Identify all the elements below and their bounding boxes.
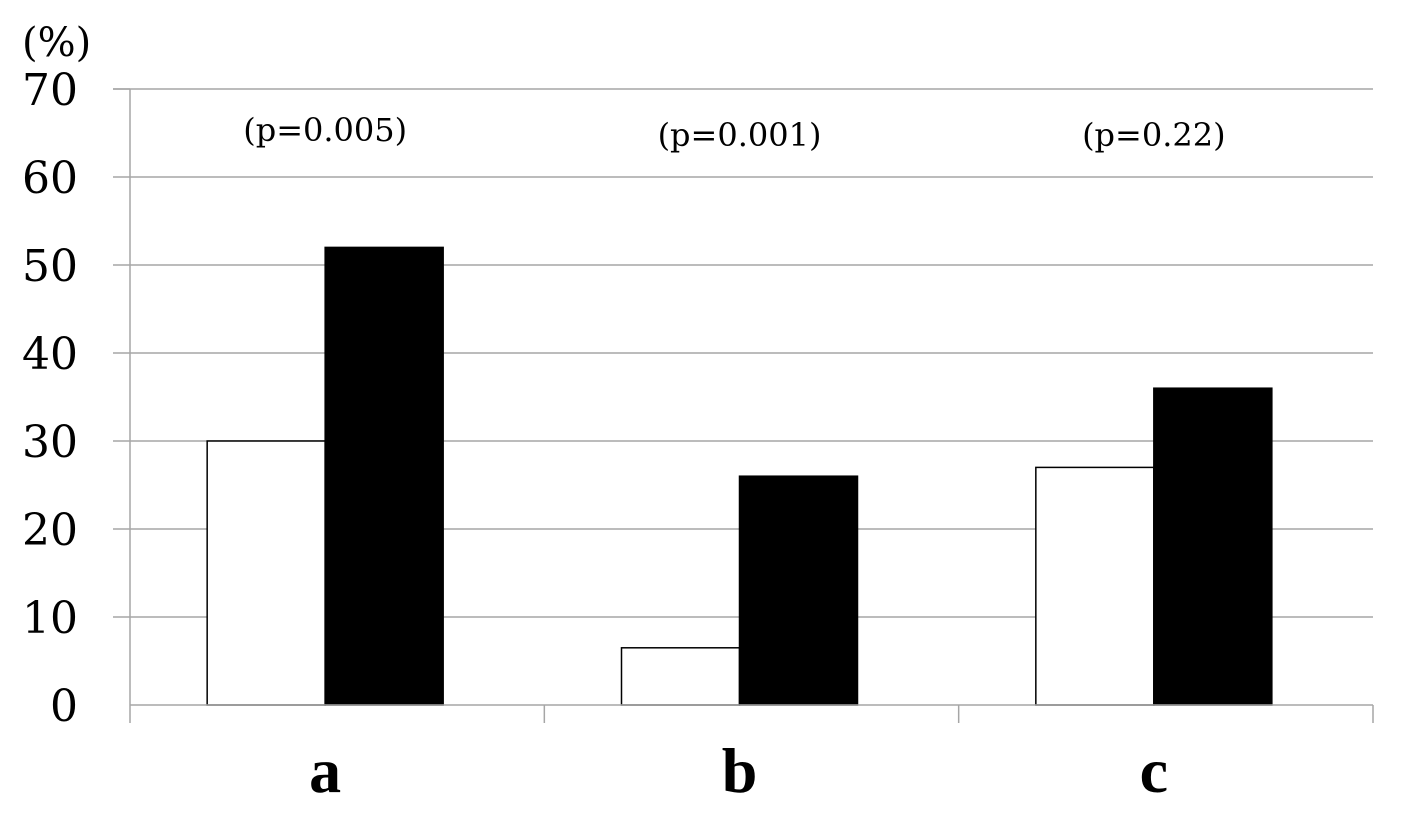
y-axis-unit-label: (%) (22, 20, 91, 66)
x-category-label: b (722, 735, 758, 806)
p-value-annotations: (p=0.005) (p=0.001) (p=0.22) (243, 111, 1225, 154)
bar-a-series-2 (324, 246, 444, 706)
x-category-label: a (309, 735, 341, 806)
y-tick-label: 50 (22, 241, 78, 292)
bar-c-series-1 (1035, 466, 1155, 706)
y-tick-label: 10 (22, 593, 78, 644)
bar-b-series-1 (620, 647, 741, 706)
x-axis-category-labels: a b c (309, 735, 1168, 806)
bars (206, 246, 1273, 706)
bar-a-series-1 (206, 440, 326, 706)
p-value-annotation: (p=0.005) (243, 111, 407, 149)
y-tick-label: 30 (22, 417, 78, 468)
y-tick-label: 20 (22, 505, 78, 556)
y-axis-tick-labels: 0 10 20 30 40 50 60 70 (22, 65, 78, 732)
y-tick-label: 40 (22, 329, 78, 380)
x-axis (129, 704, 1374, 723)
bar-b-series-2 (738, 475, 859, 706)
y-tick-label: 0 (50, 681, 78, 732)
y-tick-label: 70 (22, 65, 78, 116)
p-value-annotation: (p=0.22) (1082, 116, 1226, 154)
p-value-annotation: (p=0.001) (658, 116, 822, 154)
bar-c-series-2 (1153, 387, 1273, 706)
y-tick-label: 60 (22, 153, 78, 204)
x-category-label: c (1140, 735, 1168, 806)
